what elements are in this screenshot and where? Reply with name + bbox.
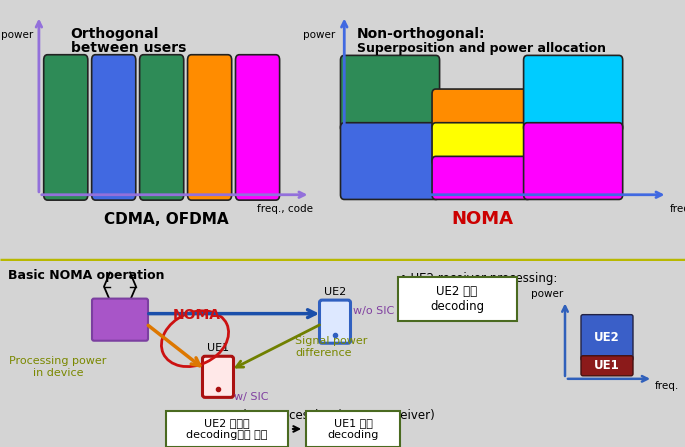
Text: freq.: freq. — [669, 204, 685, 214]
FancyBboxPatch shape — [581, 356, 633, 376]
Text: Processing power
in device: Processing power in device — [10, 356, 107, 378]
FancyBboxPatch shape — [432, 156, 531, 199]
FancyBboxPatch shape — [319, 300, 351, 343]
Text: freq., code: freq., code — [257, 204, 313, 214]
Text: CDMA, OFDMA: CDMA, OFDMA — [104, 212, 229, 228]
Text: NOMA: NOMA — [451, 211, 513, 228]
FancyBboxPatch shape — [203, 356, 234, 397]
Text: UE1 신호
decoding: UE1 신호 decoding — [327, 418, 379, 440]
Text: Basic NOMA operation: Basic NOMA operation — [8, 269, 164, 282]
FancyBboxPatch shape — [44, 55, 88, 200]
FancyBboxPatch shape — [236, 55, 279, 200]
Text: • UE1 receiver processing (w/ SIC receiver): • UE1 receiver processing (w/ SIC receiv… — [180, 409, 435, 422]
Text: UE1: UE1 — [594, 359, 620, 372]
Text: Orthogonal: Orthogonal — [71, 27, 159, 41]
FancyBboxPatch shape — [432, 89, 531, 132]
Text: Non-orthogonal:: Non-orthogonal: — [357, 27, 486, 41]
FancyBboxPatch shape — [398, 277, 517, 320]
Text: NOMA: NOMA — [173, 308, 221, 322]
FancyBboxPatch shape — [92, 55, 136, 200]
FancyBboxPatch shape — [188, 55, 232, 200]
Text: • UE2 receiver processing:: • UE2 receiver processing: — [400, 271, 558, 285]
Text: power: power — [531, 289, 563, 299]
FancyBboxPatch shape — [523, 55, 623, 132]
FancyBboxPatch shape — [340, 123, 440, 199]
Text: between users: between users — [71, 41, 186, 55]
FancyBboxPatch shape — [306, 411, 400, 447]
FancyBboxPatch shape — [581, 315, 633, 361]
Text: Signal power
difference: Signal power difference — [295, 336, 367, 358]
Text: freq.: freq. — [655, 381, 680, 391]
FancyBboxPatch shape — [340, 55, 440, 132]
FancyBboxPatch shape — [432, 123, 531, 166]
FancyBboxPatch shape — [523, 123, 623, 199]
FancyBboxPatch shape — [92, 299, 148, 341]
Text: UE1: UE1 — [207, 343, 229, 353]
FancyBboxPatch shape — [166, 411, 288, 447]
Text: w/o SIC: w/o SIC — [353, 306, 395, 316]
Text: UE2: UE2 — [324, 287, 346, 297]
Text: w/ SIC: w/ SIC — [234, 392, 269, 402]
Text: UE2 신호를
decoding하여 제거: UE2 신호를 decoding하여 제거 — [186, 418, 268, 440]
Text: power: power — [1, 30, 33, 41]
Text: Superposition and power allocation: Superposition and power allocation — [357, 42, 606, 55]
FancyBboxPatch shape — [140, 55, 184, 200]
Text: UE2 신호
decoding: UE2 신호 decoding — [430, 285, 484, 312]
Text: UE2: UE2 — [594, 331, 620, 344]
Text: power: power — [303, 30, 336, 41]
